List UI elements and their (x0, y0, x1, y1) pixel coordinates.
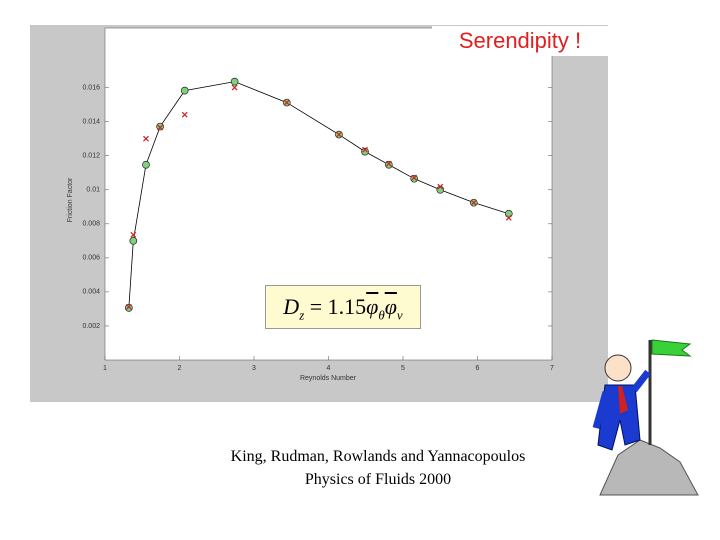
eq-part: θ (378, 307, 385, 323)
arm (592, 391, 610, 429)
point (124, 304, 133, 312)
x-axis-label: Reynolds Number (300, 375, 357, 382)
arm (631, 369, 651, 393)
eq-part: φ (384, 294, 397, 319)
suit (597, 384, 641, 451)
climber (592, 339, 699, 496)
eq-part: φ (366, 294, 379, 319)
x-tick-label: 7 (550, 365, 554, 372)
point (143, 135, 149, 142)
headline: Serendipity ! (432, 26, 608, 56)
x-tick-label: 3 (252, 365, 256, 372)
point (470, 199, 477, 206)
point (505, 214, 512, 221)
point (157, 124, 164, 131)
x-tick-label: 6 (476, 365, 480, 372)
eq-part: = 1.15 (309, 294, 367, 319)
point (125, 303, 132, 310)
flag (651, 339, 692, 357)
point (362, 146, 368, 153)
point (410, 174, 419, 183)
y-tick-label: 0.004 (82, 289, 100, 296)
caption: King, Rudman, Rowlands and Yannacopoulos (230, 448, 526, 465)
equation: Dz = 1.15φθφν (265, 285, 421, 329)
tie (618, 386, 628, 414)
x-tick-label: 2 (178, 365, 182, 372)
eq-part: D (283, 294, 300, 319)
point (156, 122, 164, 131)
y-tick-label: 0.012 (82, 153, 100, 160)
y-tick-label: 0.006 (82, 255, 100, 262)
point (231, 84, 238, 91)
point (336, 131, 342, 138)
y-tick-label: 0.002 (82, 323, 100, 330)
point (130, 231, 137, 238)
point (385, 160, 392, 167)
y-tick-label: 0.008 (82, 221, 100, 228)
eq-part: ν (396, 307, 403, 323)
point (283, 99, 290, 106)
y-axis-label: Friction Factor (67, 177, 74, 222)
y-tick-label: 0.01 (86, 187, 100, 194)
y-tick-label: 0.014 (82, 118, 100, 125)
point (361, 147, 369, 156)
eq-part: z (299, 307, 305, 323)
line (128, 81, 509, 308)
point (142, 160, 150, 169)
rock (599, 439, 699, 496)
x-tick-label: 5 (401, 365, 405, 372)
caption: Physics of Fluids 2000 (304, 471, 452, 488)
point (129, 236, 138, 245)
point (230, 77, 239, 86)
x-tick-label: 4 (327, 365, 331, 372)
point (437, 183, 444, 190)
point (180, 86, 189, 95)
head (604, 354, 632, 382)
y-tick-label: 0.016 (82, 84, 100, 91)
x-tick-label: 1 (103, 365, 107, 372)
axes: Reynolds Number Friction Factor 1 2 3 4 5 6 7 0… (67, 77, 554, 382)
point (411, 174, 418, 181)
point (181, 111, 188, 118)
point (384, 160, 393, 169)
